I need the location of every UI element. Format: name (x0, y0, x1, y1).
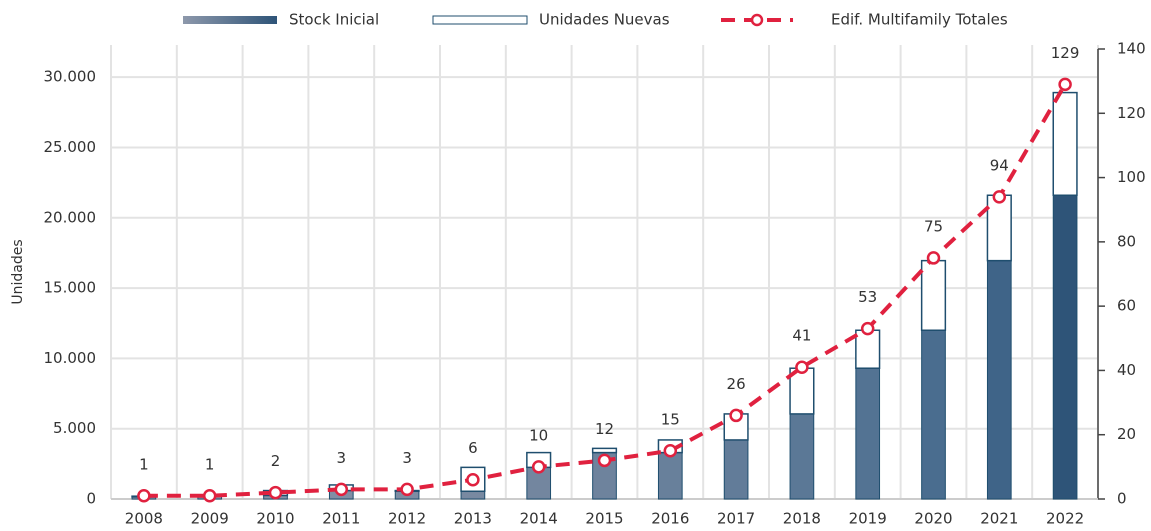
x-tick-label: 2011 (322, 510, 360, 528)
legend-label: Unidades Nuevas (539, 11, 670, 29)
stock-bar (657, 452, 683, 500)
x-tick-label: 2021 (980, 510, 1018, 528)
x-tick-label: 2015 (585, 510, 623, 528)
y-tick-label: 0 (86, 490, 96, 508)
value-label: 94 (990, 156, 1009, 174)
value-label: 1 (139, 455, 149, 473)
total-point (202, 489, 217, 503)
y2-tick-label: 140 (1117, 40, 1146, 58)
value-label: 75 (924, 217, 943, 235)
stock-bar (460, 490, 486, 500)
legend-label: Stock Inicial (289, 11, 379, 29)
x-tick-label: 2012 (388, 510, 426, 528)
x-tick-label: 2016 (651, 510, 689, 528)
y2-tick-label: 120 (1117, 104, 1146, 122)
value-label: 2 (271, 452, 281, 470)
y-tick-label: 5.000 (53, 419, 96, 437)
x-tick-label: 2019 (849, 510, 887, 528)
y2-tick-label: 60 (1117, 297, 1136, 315)
x-tick-label: 2020 (914, 510, 952, 528)
legend-swatch (750, 13, 764, 27)
y-tick-label: 30.000 (44, 68, 97, 86)
new-units-bar (855, 329, 881, 369)
total-point (400, 482, 414, 497)
total-point (795, 360, 809, 374)
legend-label: Edif. Multifamily Totales (831, 11, 1008, 29)
x-tick-label: 2018 (783, 510, 821, 528)
new-units-bar (591, 447, 618, 454)
value-label: 3 (337, 449, 347, 467)
y2-tick-label: 40 (1117, 361, 1136, 379)
y-axis-label: Unidades (10, 239, 26, 304)
value-label: 12 (595, 420, 614, 438)
value-label: 53 (858, 288, 877, 306)
x-tick-label: 2017 (717, 510, 755, 528)
legend-swatch (183, 16, 277, 24)
total-point (531, 460, 546, 474)
value-label: 1 (205, 455, 215, 473)
total-point (597, 453, 612, 468)
total-point (137, 489, 151, 503)
value-label: 10 (529, 426, 548, 444)
y2-tick-label: 100 (1117, 168, 1146, 186)
total-point (992, 190, 1007, 204)
stock-bar (986, 260, 1012, 500)
total-point (663, 444, 678, 458)
stock-bar (723, 439, 749, 500)
y-tick-label: 25.000 (44, 138, 97, 156)
x-tick-label: 2014 (520, 510, 558, 528)
y-tick-label: 15.000 (44, 279, 97, 297)
new-units-bar (986, 194, 1012, 262)
x-tick-label: 2022 (1046, 510, 1084, 528)
stock-bar (855, 367, 881, 500)
value-label: 15 (661, 410, 680, 428)
value-label: 3 (402, 449, 412, 467)
y-tick-label: 20.000 (44, 208, 97, 226)
value-label: 26 (727, 375, 746, 393)
stock-bar (921, 329, 946, 500)
total-point (729, 408, 743, 423)
total-point (860, 321, 875, 336)
new-units-bar (1052, 91, 1078, 196)
x-tick-label: 2008 (125, 510, 163, 528)
total-point (1058, 77, 1072, 92)
y2-tick-label: 0 (1117, 490, 1127, 508)
y2-tick-label: 20 (1117, 425, 1136, 443)
value-label: 129 (1051, 44, 1080, 62)
y2-tick-label: 80 (1117, 232, 1136, 250)
value-label: 6 (468, 439, 478, 457)
new-units-bar (920, 259, 947, 331)
legend-swatch (432, 15, 528, 25)
total-point (268, 485, 283, 500)
total-point (334, 482, 349, 497)
legend: Stock Inicial Unidades Nuevas Edif. Multif… (183, 11, 1008, 29)
x-tick-label: 2009 (191, 510, 229, 528)
total-point (926, 251, 941, 265)
stock-bar (789, 413, 815, 500)
y-tick-label: 10.000 (44, 349, 97, 367)
value-label: 41 (792, 327, 811, 345)
total-point (466, 472, 480, 487)
stock-bar (1052, 194, 1078, 500)
x-tick-label: 2013 (454, 510, 492, 528)
x-tick-label: 2010 (256, 510, 294, 528)
